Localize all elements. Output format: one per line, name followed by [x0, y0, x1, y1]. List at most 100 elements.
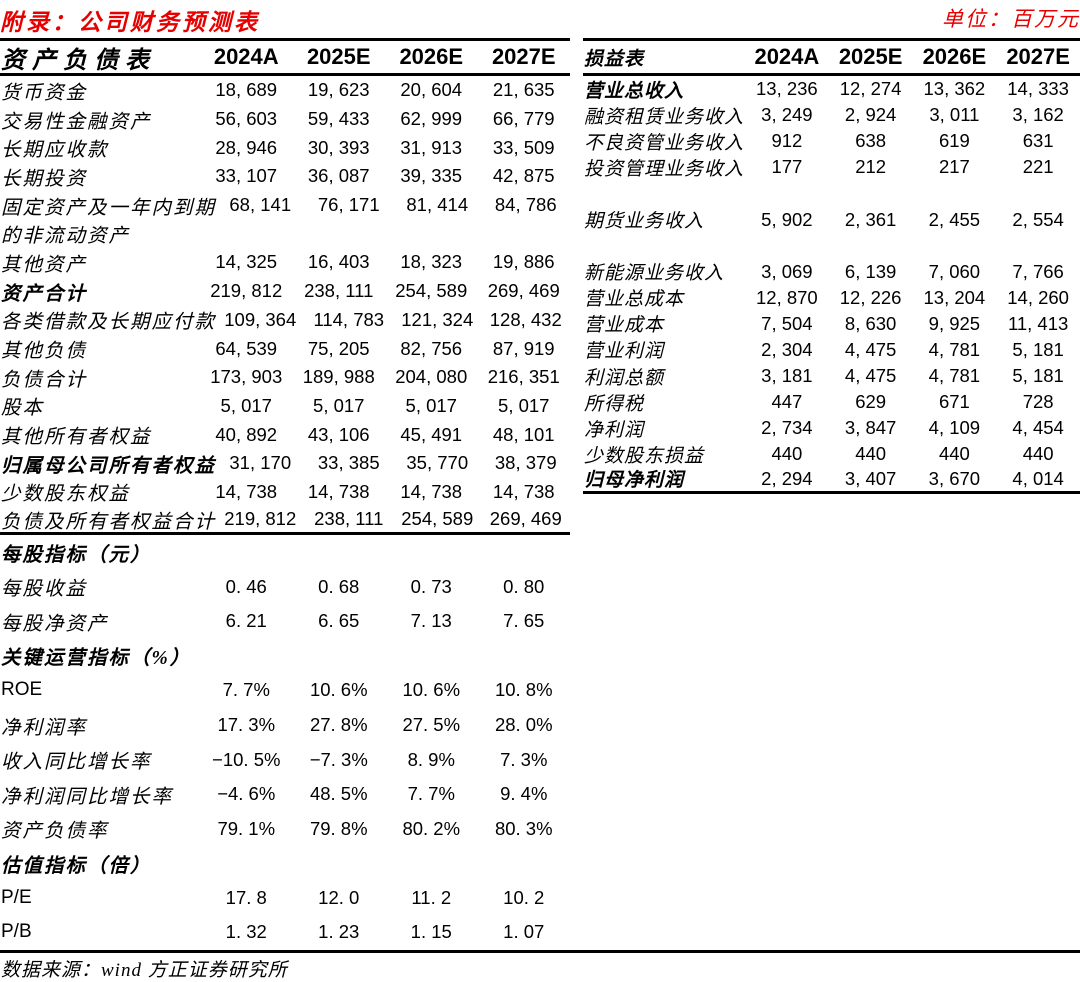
row-label: 股本: [1, 398, 45, 420]
table-row: 长期投资 33, 107 36, 087 39, 335 42, 875: [0, 162, 570, 191]
row-value: 79. 8%: [309, 817, 368, 839]
row-value: 631: [1022, 130, 1054, 152]
column-header: 2024A: [213, 44, 279, 69]
row-value: 5, 181: [1012, 338, 1064, 360]
table-row: 资产负债率 79. 1% 79. 8% 80. 2% 80. 3%: [0, 811, 570, 846]
row-value: 3, 670: [928, 467, 981, 489]
row-value: 76, 171: [317, 194, 380, 216]
column-header: 2027E: [1006, 44, 1070, 69]
table-row: 每股净资产 6. 21 6. 65 7. 13 7. 65: [0, 604, 570, 639]
row-value: 219, 812: [224, 508, 297, 530]
row-value: 33, 385: [317, 452, 380, 474]
row-value: 4, 781: [928, 338, 981, 360]
row-value: 728: [1022, 391, 1054, 413]
table-row: 其他资产 14, 325 16, 403 18, 323 19, 886: [0, 248, 570, 277]
row-value: 87, 919: [492, 337, 555, 359]
column-header: 2026E: [399, 44, 464, 69]
table-row: 营业成本 7, 504 8, 630 9, 925 11, 413: [583, 311, 1080, 337]
row-value: 10. 2: [503, 886, 545, 908]
source-note: 数据来源：wind 方正证券研究所: [1, 959, 288, 981]
tables-area: 资产负债表 2024A 2025E 2026E 2027E 货币资金 18, 68…: [0, 38, 1080, 950]
row-value: 7. 13: [410, 610, 452, 632]
table-row: 的非流动资产: [0, 219, 570, 248]
row-value: 80. 3%: [494, 817, 553, 839]
row-value: 0. 80: [503, 575, 545, 597]
row-value: 254, 589: [401, 508, 474, 530]
row-value: 3, 069: [761, 260, 813, 282]
row-value: 36, 087: [307, 165, 370, 187]
table-row: ROE 7. 7% 10. 6% 10. 6% 10. 8%: [0, 673, 570, 708]
table-row: 负债合计 173, 903 189, 988 204, 080 216, 351: [0, 363, 570, 392]
row-value: 1. 23: [318, 921, 360, 943]
spacer-row: [583, 180, 1080, 206]
row-value: 14, 738: [307, 480, 370, 502]
table-row: 营业总收入 13, 236 12, 274 13, 362 14, 333: [583, 76, 1080, 102]
row-value: 6, 139: [844, 260, 897, 282]
row-value: 14, 738: [400, 480, 463, 502]
row-value: 13, 204: [923, 286, 986, 308]
row-value: 2, 554: [1012, 208, 1064, 230]
row-value: 9, 925: [928, 312, 981, 334]
income-statement-table: 损益表 2024A 2025E 2026E 2027E 营业总收入 13, 236…: [583, 38, 1080, 494]
row-value: 128, 432: [489, 308, 562, 330]
row-value: 59, 433: [307, 108, 370, 130]
row-value: 7, 060: [928, 260, 981, 282]
row-value: 18, 323: [400, 251, 463, 273]
table-row: 各类借款及长期应付款 109, 364 114, 783 121, 324 128, 4…: [0, 306, 570, 335]
row-value: 68, 141: [229, 194, 292, 216]
row-value: 2, 294: [761, 467, 813, 489]
row-value: 66, 779: [492, 108, 555, 130]
row-label: 少数股东权益: [1, 484, 131, 506]
row-value: 5, 902: [761, 208, 813, 230]
row-value: 238, 111: [304, 280, 374, 302]
table-row: P/E 17. 8 12. 0 11. 2 10. 2: [0, 880, 570, 915]
row-value: 269, 469: [489, 508, 562, 530]
row-value: 2, 304: [761, 338, 813, 360]
row-label: 净利润: [584, 419, 645, 441]
page-header: 附录：公司财务预测表 单位：百万元: [0, 0, 1080, 38]
table-row: 资产合计 219, 812 238, 111 254, 589 269, 469: [0, 277, 570, 306]
row-value: 238, 111: [314, 508, 384, 530]
row-label: 净利润率: [1, 717, 88, 739]
unit-label: 单位：百万元: [942, 7, 1080, 31]
table-row: 其他负债 64, 539 75, 205 82, 756 87, 919: [0, 334, 570, 363]
row-value: 189, 988: [302, 366, 375, 388]
row-value: 11. 2: [411, 886, 452, 908]
row-value: 6. 65: [318, 610, 360, 632]
row-value: 3, 181: [761, 365, 813, 387]
row-value: 13, 236: [756, 78, 818, 100]
table-row: 货币资金 18, 689 19, 623 20, 604 21, 635: [0, 76, 570, 105]
income-statement-rows: 营业总收入 13, 236 12, 274 13, 362 14, 333 融资租赁业务收…: [583, 76, 1080, 494]
row-value: 440: [1022, 443, 1054, 465]
row-value: 4, 781: [928, 365, 981, 387]
row-value: 11, 413: [1007, 312, 1069, 334]
row-label: P/E: [1, 886, 32, 908]
row-value: 82, 756: [400, 337, 463, 359]
column-header: 2027E: [491, 44, 556, 69]
row-value: 16, 403: [307, 251, 370, 273]
row-value: 17. 8: [225, 886, 267, 908]
row-value: 18, 689: [215, 79, 278, 101]
row-label: P/B: [1, 921, 32, 943]
spacer-row: [583, 233, 1080, 259]
row-value: 217: [938, 156, 970, 178]
row-label: 资产负债率: [1, 821, 109, 843]
row-value: 14, 738: [215, 480, 278, 502]
row-label: 少数股东损益: [584, 445, 705, 467]
balance-sheet-table: 资产负债表 2024A 2025E 2026E 2027E 货币资金 18, 68…: [0, 38, 570, 950]
row-value: 671: [938, 391, 970, 413]
row-label: 资产合计: [1, 283, 88, 305]
row-label: 其他所有者权益: [1, 427, 152, 449]
row-label: 归母净利润: [584, 470, 685, 492]
row-value: 9. 4%: [500, 783, 548, 805]
row-value: 3, 249: [761, 104, 813, 126]
row-value: 39, 335: [400, 165, 463, 187]
row-value: 3, 162: [1012, 104, 1064, 126]
row-value: 5, 017: [313, 394, 365, 416]
row-value: 0. 73: [410, 575, 452, 597]
column-header: 2024A: [754, 44, 820, 69]
row-value: 619: [938, 130, 970, 152]
table-row: 其他所有者权益 40, 892 43, 106 45, 491 48, 101: [0, 420, 570, 449]
row-value: 80. 2%: [402, 817, 461, 839]
row-value: 12, 870: [756, 286, 818, 308]
